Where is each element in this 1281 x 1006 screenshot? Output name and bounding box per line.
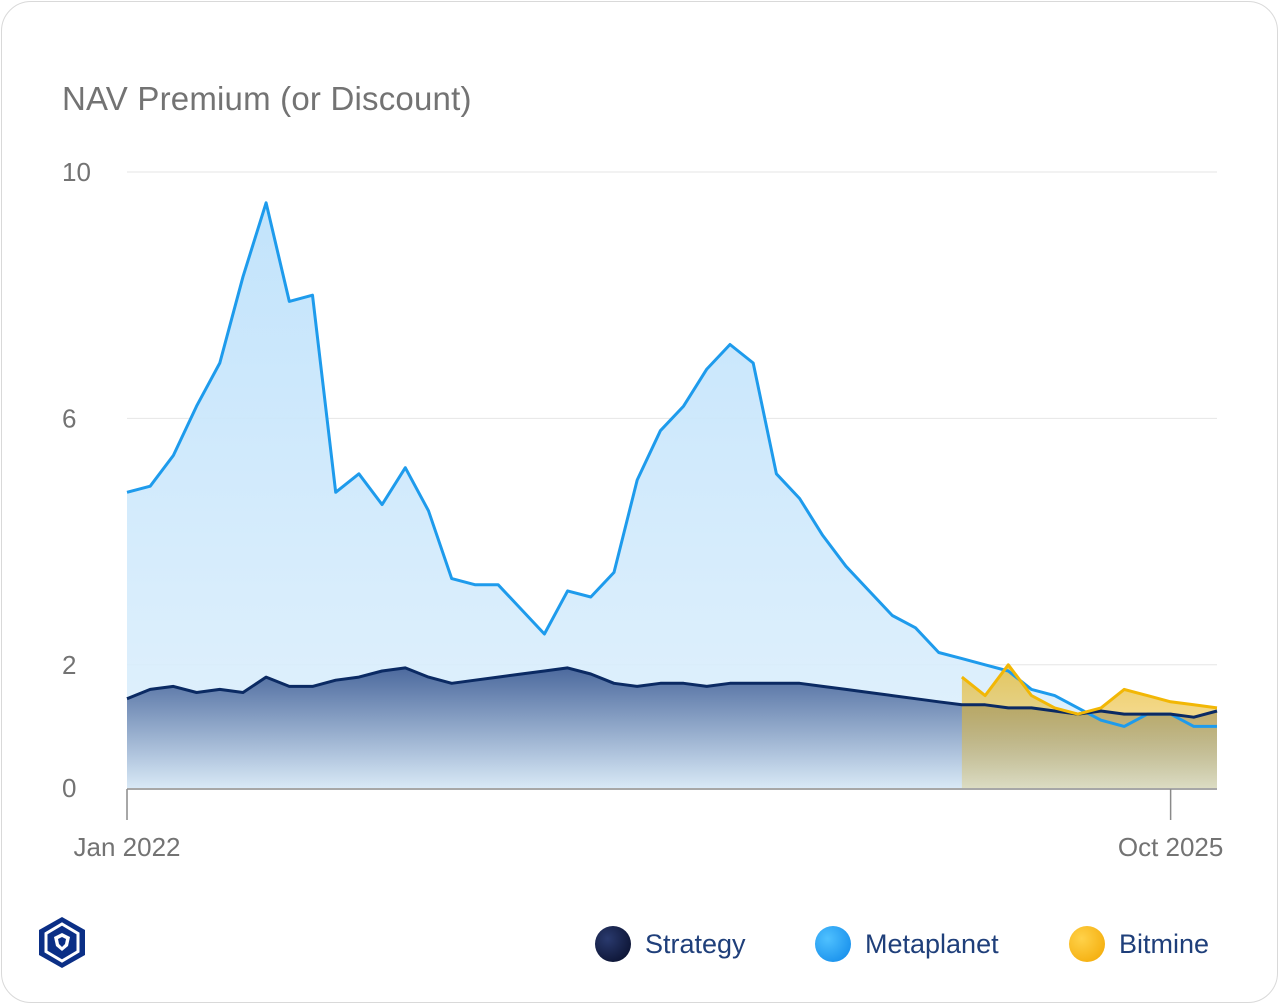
- x-tick-label: Oct 2025: [1118, 832, 1224, 862]
- chart-legend: Strategy Metaplanet Bitmine: [0, 922, 1281, 966]
- legend-label: Strategy: [645, 928, 746, 959]
- series-lines: [126, 201, 1218, 728]
- chart-title: NAV Premium (or Discount): [62, 80, 472, 117]
- legend-label: Bitmine: [1119, 928, 1210, 959]
- y-tick-label: 6: [62, 403, 76, 433]
- legend-item-strategy[interactable]: Strategy: [595, 922, 746, 966]
- bitmine-line: [960, 663, 1218, 716]
- legend-label: Metaplanet: [865, 928, 999, 959]
- y-tick-label: 0: [62, 773, 76, 803]
- legend-item-bitmine[interactable]: Bitmine: [1069, 922, 1209, 966]
- metaplanet-line: [126, 201, 1217, 728]
- crypto-com-logo-icon: [35, 915, 89, 969]
- metaplanet-area: [127, 202, 1217, 789]
- strategy-line: [126, 666, 1218, 719]
- strategy-dot-icon: [595, 926, 631, 962]
- bitmine-dot-icon: [1069, 926, 1105, 962]
- x-tick-label: Jan 2022: [74, 832, 181, 862]
- x-axis: [126, 788, 1217, 820]
- series-areas: [127, 202, 1217, 789]
- strategy-area: [127, 667, 1217, 788]
- metaplanet-dot-icon: [815, 926, 851, 962]
- legend-item-metaplanet[interactable]: Metaplanet: [815, 922, 999, 966]
- y-tick-labels: 10 6 2 0: [62, 157, 91, 803]
- y-tick-label: 10: [62, 157, 91, 187]
- x-tick-labels: Jan 2022 Oct 2025: [74, 832, 1224, 862]
- y-tick-label: 2: [62, 650, 76, 680]
- bitmine-area: [961, 664, 1217, 788]
